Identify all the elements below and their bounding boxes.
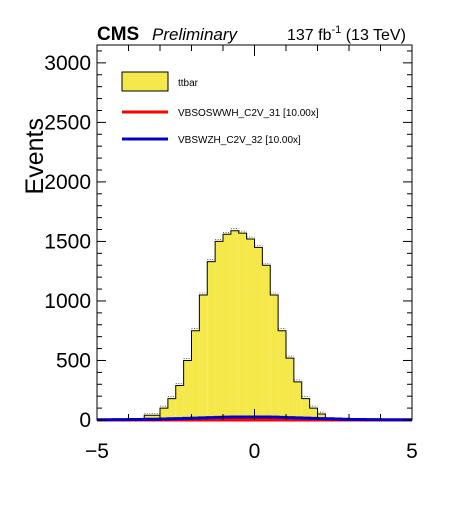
ttbar-bar: [301, 398, 310, 420]
legend-label-vbsoswwh: VBSOSWWH_C2V_31 [10.00x]: [178, 108, 319, 119]
y-tick-label: 1500: [44, 230, 91, 253]
ttbar-bar: [278, 330, 286, 420]
y-tick-label: 0: [79, 409, 91, 432]
y-axis-ticks: 0 500 1000 1500 2000 2500 3000: [44, 50, 412, 432]
ttbar-bar: [246, 239, 255, 420]
legend-label-ttbar: ttbar: [178, 78, 199, 89]
ttbar-bar: [230, 230, 239, 420]
y-tick-label: 1000: [44, 290, 91, 313]
ttbar-bar: [223, 234, 231, 420]
legend-swatch-ttbar: [121, 71, 169, 92]
x-axis-ticks: −5 0 5: [85, 45, 418, 463]
y-tick-label: 3000: [44, 52, 91, 75]
status-label: Preliminary: [152, 25, 239, 44]
y-tick-label: 500: [56, 349, 91, 372]
y-axis-title: Events: [21, 118, 49, 194]
ttbar-bar: [175, 385, 184, 420]
ttbar-bar: [160, 408, 168, 420]
ttbar-bar: [317, 414, 326, 420]
luminosity-value: 137 fb: [287, 27, 332, 44]
ttbar-bar: [215, 241, 223, 420]
ttbar-bar: [286, 358, 294, 420]
ttbar-bar: [309, 408, 318, 420]
ttbar-bar: [191, 330, 200, 420]
y-tick-label: 2500: [44, 111, 91, 134]
luminosity-energy: (13 TeV): [341, 27, 406, 44]
legend: ttbar VBSOSWWH_C2V_31 [10.00x] VBSWZH_C2…: [121, 71, 319, 146]
ttbar-bar: [238, 233, 247, 420]
ttbar-bar: [254, 247, 263, 420]
ttbar-bar: [199, 295, 208, 420]
luminosity-exponent: -1: [331, 24, 341, 36]
x-tick-label: −5: [85, 440, 109, 463]
y-tick-label: 2000: [44, 171, 91, 194]
x-tick-label: 5: [406, 440, 418, 463]
x-tick-label: 0: [249, 440, 261, 463]
legend-label-vbswzh: VBSWZH_C2V_32 [10.00x]: [178, 135, 301, 146]
ttbar-bar: [270, 295, 279, 420]
ttbar-bar: [207, 261, 216, 420]
luminosity-label: 137 fb-1 (13 TeV): [287, 24, 406, 44]
ttbar-histogram: [96, 228, 413, 421]
ttbar-bar: [183, 360, 192, 420]
experiment-label: CMS: [97, 24, 139, 45]
ttbar-bar: [262, 265, 271, 420]
ttbar-bar: [293, 381, 302, 420]
ttbar-bar: [167, 398, 176, 420]
ttbar-bar: [144, 415, 160, 420]
